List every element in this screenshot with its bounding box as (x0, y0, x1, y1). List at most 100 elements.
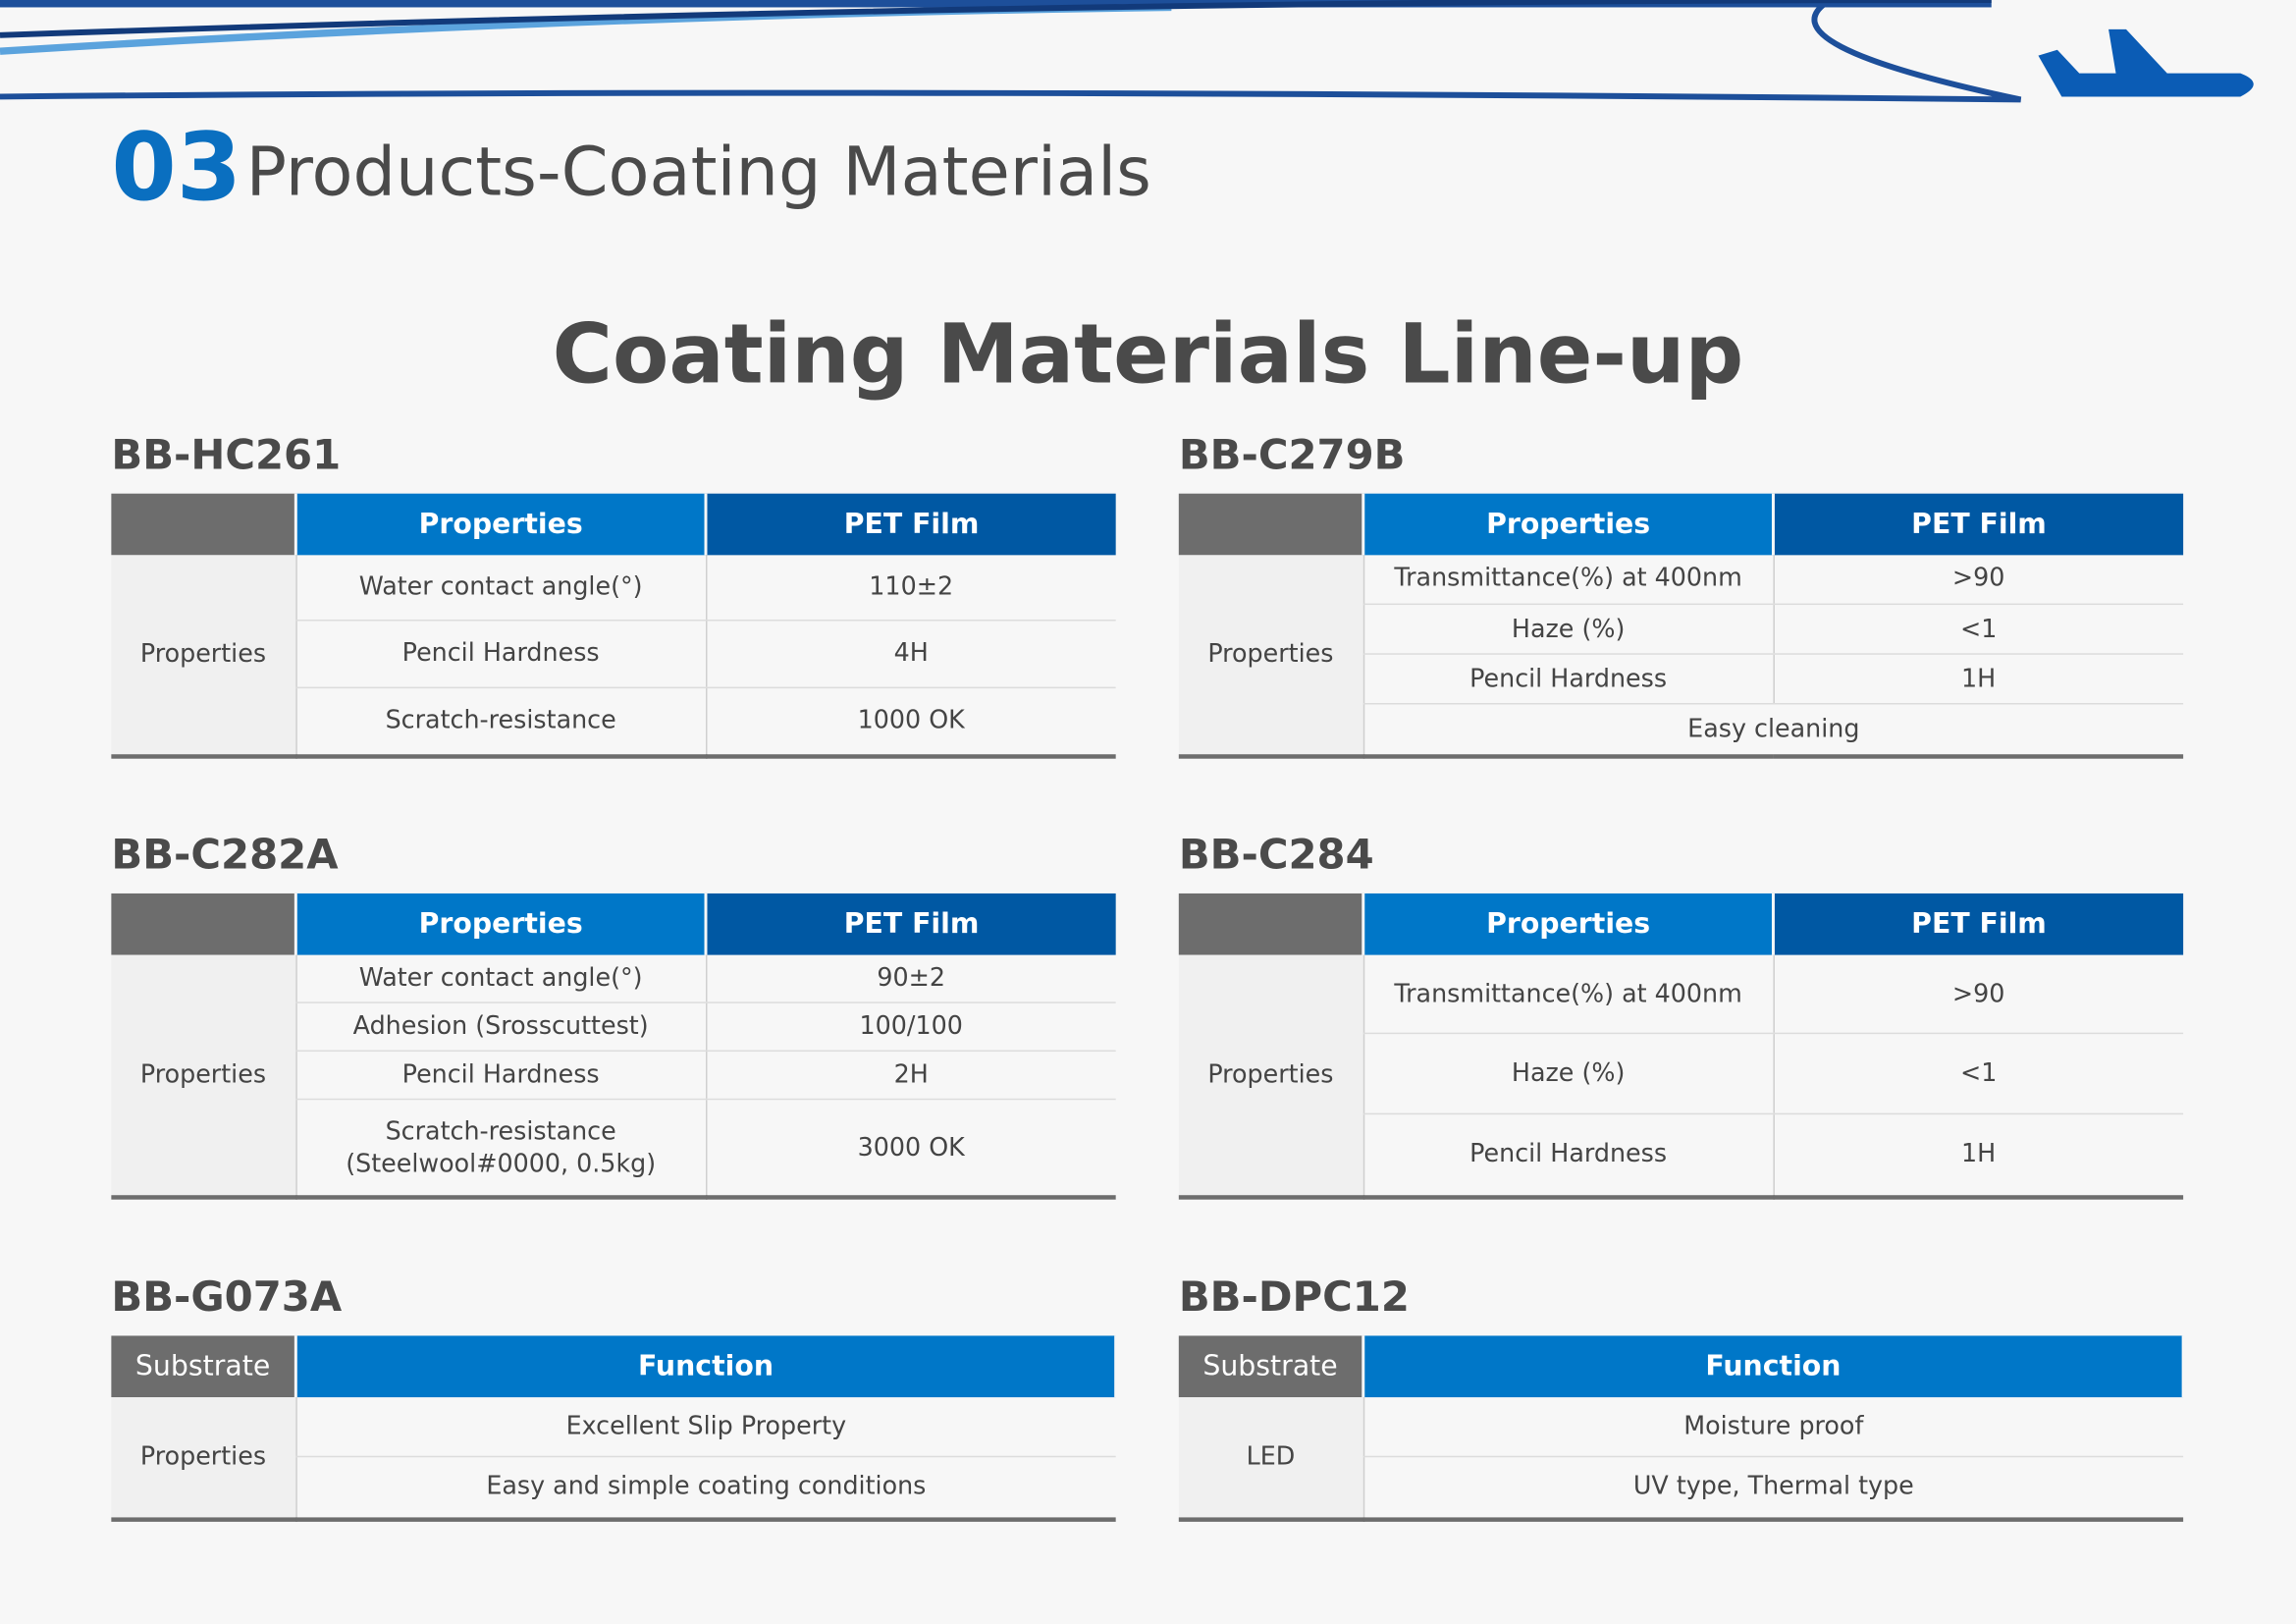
table-body: Properties Water contact angle(°) 110±2 Pen… (111, 555, 1116, 758)
table-row: Scratch-resistance (Steelwool#0000, 0.5k… (111, 1100, 1116, 1199)
table-cell: 1000 OK (705, 686, 1116, 758)
table-body: Properties Water contact angle(°) 90±2 Adhe… (111, 954, 1116, 1199)
swoosh (0, 0, 2022, 103)
spec-table: Properties PET Film Properties Water contac… (111, 893, 1116, 1200)
table-cell: 1H (1772, 654, 2184, 705)
table-cell: 1H (1772, 1113, 2184, 1199)
table-head: Properties PET Film (111, 493, 1116, 556)
product-block: BB-DPC12 Substrate Function LED Moisture pro… (1178, 1272, 2185, 1522)
table-cell: Excellent Slip Property (294, 1397, 1116, 1458)
product-block: BB-HC261 Properties PET Film Properties Wate… (111, 430, 1116, 759)
table-cell: >90 (1772, 954, 2184, 1035)
product-name: BB-G073A (111, 1272, 343, 1322)
product-block: BB-G073A Substrate Function Properties Excel… (111, 1272, 1118, 1522)
table-cell: Pencil Hardness (1362, 654, 1774, 705)
corner-cell: Substrate (111, 1335, 297, 1398)
row-label: Properties (111, 954, 296, 1198)
table-row: Pencil Hardness 2H (111, 1051, 1116, 1101)
table-row: Easy and simple coating conditions (111, 1456, 1116, 1521)
corner-cell (1178, 493, 1365, 556)
corner-cell (111, 493, 297, 556)
column-header: PET Film (705, 493, 1116, 556)
table-cell: Haze (%) (1362, 604, 1774, 655)
table-cell: 100/100 (705, 1002, 1116, 1053)
table-head: Properties PET Film (111, 893, 1116, 955)
table-head: Substrate Function (111, 1335, 1118, 1398)
table-head: Properties PET Film (1178, 493, 2184, 556)
table-row: Easy cleaning (1179, 704, 2184, 758)
product-name: BB-C284 (1178, 830, 1374, 880)
table-cell: Water contact angle(°) (294, 954, 706, 1003)
table-cell: 3000 OK (705, 1100, 1116, 1199)
product-block: BB-C284 Properties PET Film Properties Trans… (1178, 830, 2184, 1200)
table-cell: Transmittance(%) at 400nm (1362, 555, 1774, 605)
spec-table: Properties PET Film Properties Water contac… (111, 493, 1116, 759)
table-row: Scratch-resistance 1000 OK (111, 686, 1116, 758)
table-body: Properties Transmittance(%) at 400nm >90 Ha… (1178, 954, 2184, 1199)
corner-cell: Substrate (1178, 1335, 1365, 1398)
spec-table: Substrate Function Properties Excellent Sli… (111, 1335, 1118, 1522)
table-row: Haze (%) <1 (1179, 1033, 2184, 1114)
top-band (0, 0, 1992, 8)
table-row: Properties Water contact angle(°) 110±2 (111, 555, 1116, 757)
table-cell: Water contact angle(°) (294, 555, 706, 622)
corner-cell (111, 893, 297, 955)
column-header: Properties (295, 893, 708, 955)
table-row: LED Moisture proof (1178, 1397, 2184, 1520)
header-row: Properties PET Film (1178, 493, 2184, 556)
table-cell: Pencil Hardness (1362, 1113, 1774, 1199)
product-name: BB-DPC12 (1178, 1272, 1410, 1322)
column-header: PET Film (705, 893, 1116, 955)
table-head: Substrate Function (1178, 1335, 2185, 1398)
table-cell: Pencil Hardness (294, 1051, 706, 1101)
table-row: Pencil Hardness 1H (1179, 1113, 2184, 1199)
table-row: Properties Transmittance(%) at 400nm >90 (1178, 555, 2184, 757)
product-name: BB-HC261 (111, 430, 342, 479)
row-label: LED (1178, 1397, 1363, 1520)
table-body: Properties Excellent Slip Property Easy an… (111, 1397, 1116, 1521)
table-cell: UV type, Thermal type (1362, 1456, 2184, 1521)
spec-table: Properties PET Film Properties Transmittanc… (1178, 493, 2184, 759)
table-cell: Easy and simple coating conditions (294, 1456, 1116, 1521)
table-cell: 4H (705, 620, 1116, 688)
header-row: Properties PET Film (111, 493, 1116, 556)
column-header: Function (295, 1335, 1118, 1398)
spec-table: Properties PET Film Properties Transmittanc… (1178, 893, 2184, 1200)
table-cell: 110±2 (705, 555, 1116, 622)
table-cell: Moisture proof (1362, 1397, 2184, 1458)
product-block: BB-C279B Properties PET Film Properties Tran… (1178, 430, 2184, 759)
table-cell: Easy cleaning (1362, 704, 2184, 758)
table-cell: Scratch-resistance (Steelwool#0000, 0.5k… (294, 1100, 706, 1199)
column-header: Properties (1362, 893, 1775, 955)
table-cell: <1 (1772, 1033, 2184, 1114)
table-row: Pencil Hardness 1H (1179, 654, 2184, 705)
column-header: Function (1362, 1335, 2185, 1398)
header-row: Substrate Function (111, 1335, 1118, 1398)
table-row: Adhesion (Srosscuttest) 100/100 (111, 1002, 1116, 1053)
spec-table: Substrate Function LED Moisture proof UV typ… (1178, 1335, 2185, 1522)
product-name: BB-C279B (1178, 430, 1406, 479)
column-header: Properties (1362, 493, 1775, 556)
table-head: Properties PET Film (1178, 893, 2184, 955)
table-cell: Scratch-resistance (294, 686, 706, 758)
section-number: 03 (111, 114, 242, 223)
table-row: Properties Transmittance(%) at 400nm >90 (1178, 954, 2184, 1198)
row-label: Properties (111, 555, 296, 757)
table-cell: 2H (705, 1051, 1116, 1101)
column-header: Properties (295, 493, 708, 556)
table-cell: 90±2 (705, 954, 1116, 1003)
row-label: Properties (111, 1397, 296, 1520)
swoosh (0, 0, 1992, 38)
table-row: Haze (%) <1 (1179, 604, 2184, 655)
table-row: Properties Water contact angle(°) 90±2 (111, 954, 1116, 1198)
table-row: Properties Excellent Slip Property (111, 1397, 1116, 1520)
table-row: Pencil Hardness 4H (111, 620, 1116, 688)
header-row: Substrate Function (1178, 1335, 2185, 1398)
table-cell: Pencil Hardness (294, 620, 706, 688)
header-row: Properties PET Film (1178, 893, 2184, 955)
product-name: BB-C282A (111, 830, 339, 880)
product-block: BB-C282A Properties PET Film Properties Wate… (111, 830, 1116, 1200)
table-row: UV type, Thermal type (1179, 1456, 2184, 1521)
